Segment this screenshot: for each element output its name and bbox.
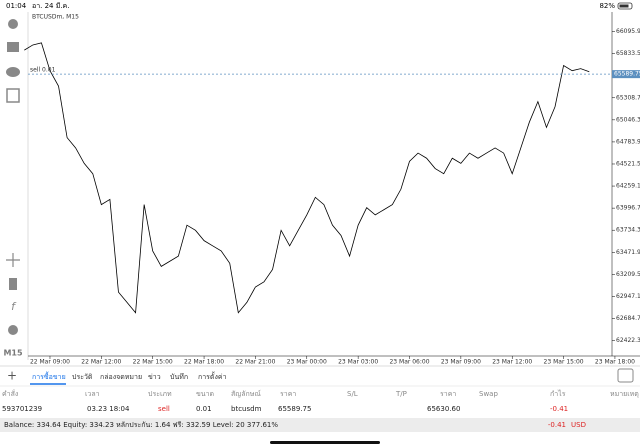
y-tick-label: 64783.90 bbox=[616, 138, 640, 145]
sell-line-label: sell 0.01 bbox=[30, 67, 56, 74]
y-tick-label: 65833.50 bbox=[616, 50, 640, 57]
tab[interactable]: บันทึก bbox=[170, 372, 188, 381]
battery-icon bbox=[617, 2, 633, 10]
home-indicator bbox=[270, 441, 380, 444]
x-tick-label: 22 Mar 15:00 bbox=[133, 359, 173, 366]
y-tick-label: 62422.30 bbox=[616, 337, 640, 344]
table-header: Swap bbox=[479, 390, 498, 398]
y-tick-label: 65046.30 bbox=[616, 116, 640, 123]
expand-button[interactable] bbox=[617, 368, 634, 383]
y-tick-label: 66095.90 bbox=[616, 28, 640, 35]
table-cell: 65630.60 bbox=[427, 405, 460, 413]
objects-icon[interactable] bbox=[8, 325, 18, 335]
balance-currency: USD bbox=[571, 421, 586, 429]
table-cell: 593701239 bbox=[2, 405, 42, 413]
status-time: 01:04 bbox=[6, 2, 27, 10]
table-header: S/L bbox=[347, 390, 358, 398]
table-header: ประเภท bbox=[148, 390, 172, 398]
chat-icon[interactable] bbox=[6, 67, 20, 77]
timeframe-button[interactable]: M15 bbox=[3, 349, 23, 358]
tab[interactable]: ข่าว bbox=[148, 373, 161, 381]
balance-profit: -0.41 bbox=[548, 421, 566, 429]
table-header: หมายเหตุ bbox=[610, 390, 639, 398]
y-tick-label: 62947.10 bbox=[616, 293, 640, 300]
table-cell: 65589.75 bbox=[278, 405, 311, 413]
y-tick-label: 63734.30 bbox=[616, 227, 640, 234]
table-cell: 0.01 bbox=[196, 405, 212, 413]
tab[interactable]: ประวัติ bbox=[72, 373, 93, 381]
x-tick-label: 23 Mar 03:00 bbox=[338, 359, 378, 366]
table-header: ราคา bbox=[280, 390, 296, 398]
add-icon[interactable] bbox=[6, 88, 20, 103]
y-tick-label: 62684.70 bbox=[616, 315, 640, 322]
table-header: T/P bbox=[395, 390, 407, 398]
table-header: ราคา bbox=[440, 390, 456, 398]
y-tick-label: 64521.50 bbox=[616, 160, 640, 167]
y-tick-label: 65308.70 bbox=[616, 94, 640, 101]
x-tick-label: 23 Mar 06:00 bbox=[389, 359, 429, 366]
add-button[interactable]: + bbox=[7, 369, 17, 383]
table-cell: sell bbox=[158, 405, 170, 413]
x-tick-label: 22 Mar 09:00 bbox=[30, 359, 70, 366]
y-tick-label: 63471.90 bbox=[616, 249, 640, 256]
tab[interactable]: การตั้งค่า bbox=[198, 370, 227, 381]
trade-icon[interactable] bbox=[7, 42, 19, 52]
price-box bbox=[612, 70, 640, 79]
balance-bar bbox=[0, 418, 640, 432]
x-tick-label: 23 Mar 12:00 bbox=[492, 359, 532, 366]
battery-level bbox=[619, 4, 629, 8]
table-header: คำสั่ง bbox=[2, 389, 18, 398]
price-box-label: 65589.75 bbox=[614, 71, 640, 78]
table-header: สัญลักษณ์ bbox=[231, 390, 261, 398]
tab-active[interactable]: การซื้อขาย bbox=[32, 370, 66, 381]
x-tick-label: 23 Mar 00:00 bbox=[287, 359, 327, 366]
x-tick-label: 22 Mar 18:00 bbox=[184, 359, 224, 366]
x-tick-label: 23 Mar 09:00 bbox=[441, 359, 481, 366]
balance-text: Balance: 334.64 Equity: 334.23 หลักประกั… bbox=[4, 421, 278, 429]
table-cell: -0.41 bbox=[550, 405, 568, 413]
candle-icon[interactable] bbox=[9, 278, 17, 290]
table-cell: btcusdm bbox=[231, 405, 262, 413]
status-date: อา. 24 มี.ค. bbox=[32, 2, 69, 10]
crosshair-icon[interactable] bbox=[6, 253, 20, 267]
x-tick-label: 23 Mar 15:00 bbox=[544, 359, 584, 366]
x-tick-label: 22 Mar 21:00 bbox=[235, 359, 275, 366]
table-cell: 03.23 18:04 bbox=[87, 405, 130, 413]
y-tick-label: 63996.70 bbox=[616, 205, 640, 212]
tab[interactable]: กล่องจดหมาย bbox=[100, 373, 142, 381]
chart-title: BTCUSDm, M15 bbox=[32, 14, 79, 21]
status-battery: 82% bbox=[599, 2, 615, 10]
x-tick-label: 23 Mar 18:00 bbox=[595, 359, 635, 366]
y-tick-label: 63209.50 bbox=[616, 271, 640, 278]
y-tick-label: 64259.10 bbox=[616, 183, 640, 190]
table-header: กำไร bbox=[550, 389, 566, 398]
account-icon[interactable] bbox=[8, 19, 18, 29]
table-header: ขนาด bbox=[196, 390, 214, 398]
price-line bbox=[24, 42, 590, 314]
indicator-icon[interactable]: f bbox=[11, 300, 17, 313]
table-header: เวลา bbox=[85, 390, 100, 398]
x-tick-label: 22 Mar 12:00 bbox=[81, 359, 121, 366]
